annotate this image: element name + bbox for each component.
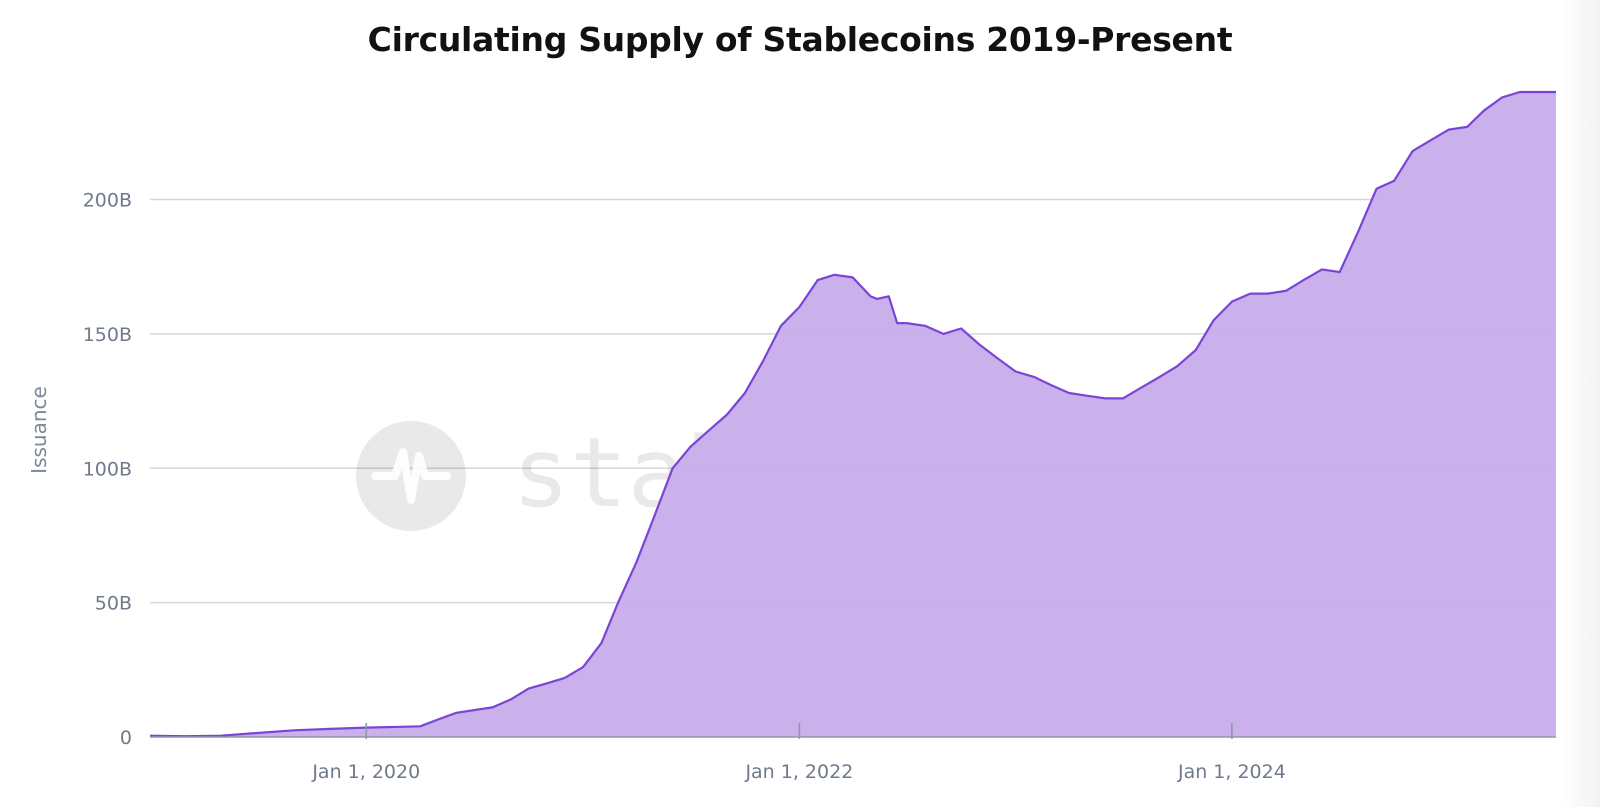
x-tick-label: Jan 1, 2022 (744, 761, 853, 783)
y-axis-label: Issuance (27, 386, 51, 474)
y-tick-label: 150B (83, 324, 132, 346)
y-tick-label: 50B (95, 593, 132, 615)
y-tick-label: 200B (83, 190, 132, 212)
y-axis-ticks: 0 50B 100B 150B 200B (83, 190, 132, 750)
chart-title: Circulating Supply of Stablecoins 2019-P… (367, 20, 1233, 59)
right-edge-shade (1560, 0, 1600, 807)
series-area (150, 92, 1556, 737)
x-axis-ticks: Jan 1, 2020 Jan 1, 2022 Jan 1, 2024 (311, 723, 1286, 783)
y-tick-label: 0 (120, 727, 132, 749)
pulse-icon (371, 448, 451, 504)
x-tick-label: Jan 1, 2024 (1177, 761, 1286, 783)
x-tick-label: Jan 1, 2020 (311, 761, 420, 783)
y-tick-label: 100B (83, 458, 132, 480)
series-line (149, 90, 1556, 738)
